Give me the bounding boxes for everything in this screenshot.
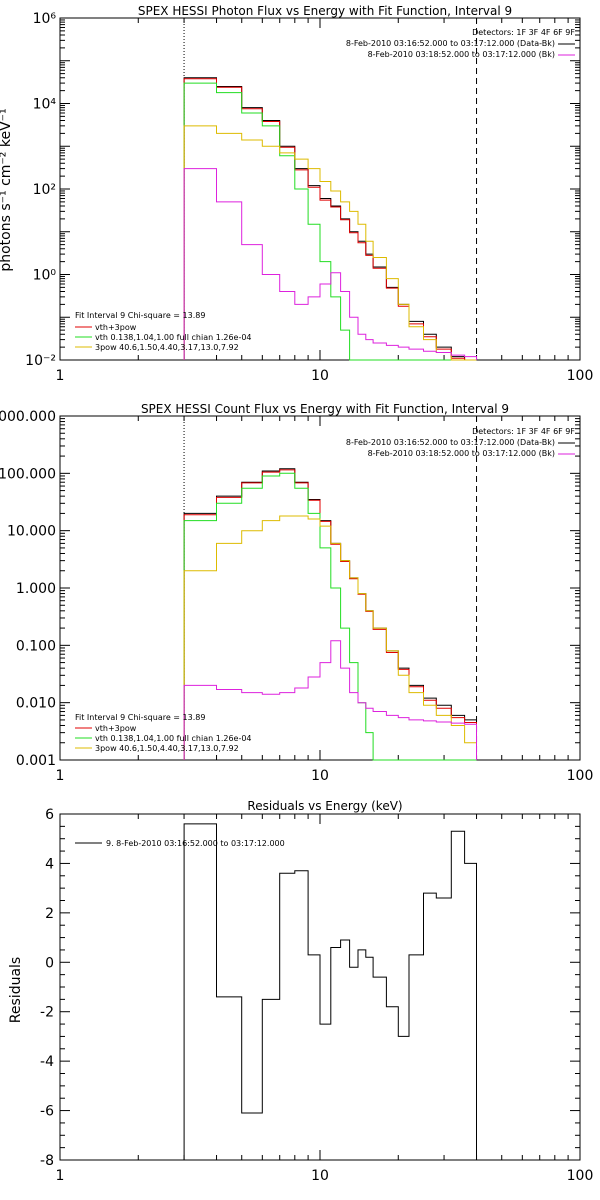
count-y-tick-label: 10.000 bbox=[7, 524, 56, 540]
count-detectors: Detectors: 1F 3F 4F 6F 9F bbox=[472, 427, 575, 436]
residuals-series bbox=[183, 823, 477, 1160]
photon-fit-3pow: 3pow 40.6,1.50,4.40,3.17,13.0,7.92 bbox=[95, 343, 239, 352]
residuals-ticks: 1 10 100 -8 -6 -4 -2 0 2 4 6 bbox=[40, 807, 593, 1184]
count-data-series bbox=[183, 468, 477, 760]
count-bk-interval: 8-Feb-2010 03:18:52.000 to 03:17:12.000 … bbox=[368, 449, 555, 458]
count-y-tick-label: 100.000 bbox=[0, 466, 56, 482]
photon-flux-panel: SPEX HESSI Photon Flux vs Energy with Fi… bbox=[0, 4, 593, 384]
count-y-tick-label: 0.100 bbox=[16, 638, 56, 654]
photon-total-fit-series bbox=[183, 78, 477, 361]
residuals-x-tick-label: 10 bbox=[311, 1168, 329, 1184]
count-fit-total: vth+3pow bbox=[95, 724, 137, 733]
count-y-tick-label: 0.010 bbox=[16, 696, 56, 712]
photon-detectors: Detectors: 1F 3F 4F 6F 9F bbox=[472, 28, 575, 37]
residuals-y-tick-label: -6 bbox=[40, 1104, 54, 1120]
residuals-y-tick-label: 4 bbox=[45, 856, 54, 872]
count-flux-panel: SPEX HESSI Count Flux vs Energy with Fit… bbox=[0, 402, 593, 784]
photon-x-tick-label: 10 bbox=[311, 368, 329, 384]
count-vth-series bbox=[183, 472, 477, 761]
count-flux-series bbox=[183, 416, 478, 761]
photon-y-tick-label: 10² bbox=[33, 182, 56, 198]
count-total-fit-series bbox=[183, 469, 477, 760]
count-flux-title: SPEX HESSI Count Flux vs Energy with Fit… bbox=[141, 402, 509, 416]
residuals-panel: Residuals vs Energy (keV) 1 10 100 -8 -6 -4 -2… bbox=[8, 799, 593, 1184]
residuals-y-tick-label: -2 bbox=[40, 1005, 54, 1021]
count-y-tick-label: 0.001 bbox=[16, 753, 56, 769]
photon-flux-title: SPEX HESSI Photon Flux vs Energy with Fi… bbox=[138, 4, 512, 18]
residuals-title: Residuals vs Energy (keV) bbox=[247, 799, 402, 813]
count-fit-3pow: 3pow 40.6,1.50,4.40,3.17,13.0,7.92 bbox=[95, 744, 239, 753]
photon-fit-vth: vth 0.138,1.04,1.00 full chian 1.26e-04 bbox=[95, 333, 252, 342]
residuals-ylabel-text: Residuals bbox=[8, 957, 24, 1023]
photon-flux-series bbox=[183, 18, 478, 361]
count-pow-series bbox=[183, 515, 477, 760]
photon-fit-header: Fit Interval 9 Chi-square = 13.89 bbox=[75, 311, 205, 320]
residuals-legend: 9. 8-Feb-2010 03:16:52.000 to 03:17:12.0… bbox=[106, 839, 285, 848]
photon-bk-series bbox=[183, 168, 477, 360]
count-flux-ticks: 1 10 100 0.001 0.010 0.100 1.000 10.000 100.000 1… bbox=[0, 409, 593, 784]
photon-fit-total: vth+3pow bbox=[95, 323, 137, 332]
count-fit-vth: vth 0.138,1.04,1.00 full chian 1.26e-04 bbox=[95, 734, 252, 743]
photon-pow-series bbox=[183, 125, 477, 361]
residuals-x-tick-label: 1 bbox=[56, 1168, 65, 1184]
photon-x-tick-label: 100 bbox=[567, 368, 594, 384]
count-flux-axes bbox=[59, 415, 581, 761]
count-fit-header: Fit Interval 9 Chi-square = 13.89 bbox=[75, 713, 205, 722]
photon-y-tick-label: 10⁶ bbox=[33, 11, 57, 27]
photon-y-tick-label: 10⁻² bbox=[25, 353, 56, 369]
residuals-y-tick-label: -8 bbox=[40, 1153, 54, 1169]
count-y-tick-label: 1.000 bbox=[16, 581, 56, 597]
photon-y-tick-label: 10⁰ bbox=[33, 268, 57, 284]
count-x-tick-label: 100 bbox=[567, 768, 594, 784]
photon-y-tick-label: 10⁴ bbox=[33, 97, 57, 113]
photon-flux-ylabel: photons s⁻¹ cm⁻² keV⁻¹ bbox=[0, 108, 14, 271]
photon-data-interval: 8-Feb-2010 03:16:52.000 to 03:17:12.000 … bbox=[346, 39, 555, 48]
photon-bk-interval: 8-Feb-2010 03:18:52.000 to 03:17:12.000 … bbox=[368, 50, 555, 59]
count-bk-series bbox=[183, 640, 477, 760]
residuals-ylabel: Residuals bbox=[8, 957, 24, 1023]
residuals-y-tick-label: -4 bbox=[40, 1054, 54, 1070]
residuals-x-tick-label: 100 bbox=[567, 1168, 594, 1184]
count-data-interval: 8-Feb-2010 03:16:52.000 to 03:17:12.000 … bbox=[346, 438, 555, 447]
photon-data-series bbox=[183, 77, 477, 361]
residuals-y-tick-label: 0 bbox=[45, 955, 54, 971]
photon-flux-ylabel-text: photons s⁻¹ cm⁻² keV⁻¹ bbox=[0, 108, 14, 271]
count-x-tick-label: 1 bbox=[56, 768, 65, 784]
residuals-y-tick-label: 6 bbox=[45, 807, 54, 823]
photon-vth-series bbox=[183, 82, 477, 361]
count-x-tick-label: 10 bbox=[311, 768, 329, 784]
residuals-line bbox=[183, 823, 477, 1160]
photon-x-tick-label: 1 bbox=[56, 368, 65, 384]
residuals-y-tick-label: 2 bbox=[45, 906, 54, 922]
